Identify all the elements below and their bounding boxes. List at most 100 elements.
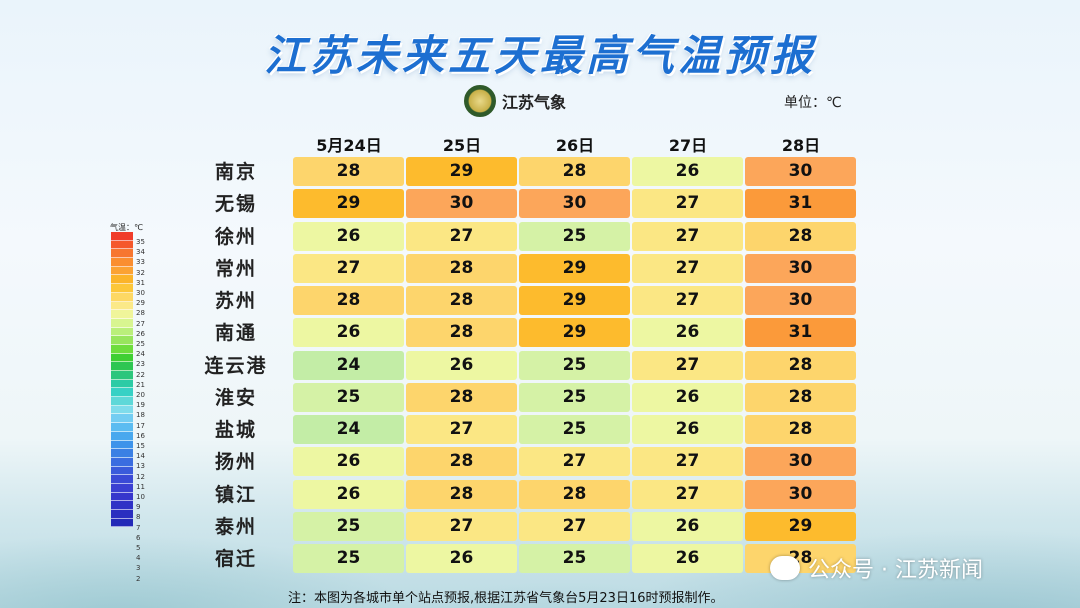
- legend-color-swatch: [111, 240, 133, 250]
- legend-tick-label: 30: [136, 289, 145, 297]
- legend-tick-label: 2: [136, 574, 141, 583]
- legend-color-swatch: [111, 440, 133, 450]
- temperature-cell: 29: [406, 157, 517, 186]
- legend-tick-label: 7: [136, 523, 141, 532]
- temperature-cell: 27: [519, 511, 630, 541]
- temperature-cell: 25: [519, 350, 630, 380]
- temperature-cell: 28: [406, 382, 517, 412]
- page-title: 江苏未来五天最高气温预报: [263, 31, 816, 80]
- temperature-cell: 27: [406, 511, 517, 541]
- temperature-cell: 28: [745, 350, 856, 380]
- legend-color-swatch: [111, 431, 133, 441]
- temperature-cell: 25: [293, 511, 404, 541]
- temperature-cell: 30: [745, 157, 856, 186]
- legend-color-swatch: [111, 449, 133, 458]
- legend-color-swatch: [111, 284, 133, 293]
- temperature-cell: 26: [632, 415, 743, 444]
- legend-color-swatch: [111, 423, 133, 432]
- legend-tick-label: 12: [136, 472, 145, 481]
- logo-text: 江苏气象: [502, 93, 567, 112]
- temperature-cell: 24: [293, 415, 404, 444]
- temperature-cell: 27: [632, 221, 743, 251]
- logo: 江苏气象: [464, 84, 566, 118]
- legend-tick-label: 11: [136, 482, 145, 491]
- temperature-cell: 28: [745, 415, 856, 444]
- temperature-cell: 30: [406, 189, 517, 219]
- temperature-legend: [111, 232, 133, 528]
- city-label: 南通: [214, 322, 257, 345]
- legend-tick-label: 24: [136, 350, 145, 359]
- legend-color-swatch: [111, 353, 133, 363]
- temperature-cell: 28: [406, 253, 517, 283]
- legend-color-swatch: [111, 397, 133, 406]
- watermark-text: 公众号 · 江苏新闻: [808, 558, 983, 583]
- temperature-cell: 25: [519, 221, 630, 251]
- column-header-day: 27日: [668, 136, 708, 155]
- legend-tick-label: 20: [136, 391, 145, 399]
- legend-color-swatch: [111, 266, 133, 276]
- legend-tick-label: 5: [136, 544, 141, 552]
- temperature-cell: 28: [406, 447, 517, 477]
- temperature-cell: 28: [293, 286, 404, 315]
- legend-color-swatch: [111, 457, 133, 467]
- legend-tick-label: 9: [136, 503, 141, 512]
- temperature-cell: 26: [406, 350, 517, 380]
- column-header-day: 25日: [442, 136, 482, 155]
- temperature-cell: 27: [632, 350, 743, 380]
- legend-tick-label: 22: [136, 370, 145, 379]
- legend-tick-label: 4: [136, 554, 141, 563]
- legend-color-swatch: [111, 501, 133, 510]
- temperature-cell: 30: [745, 253, 856, 283]
- temperature-cell: 28: [745, 221, 856, 251]
- temperature-cell: 27: [632, 447, 743, 477]
- temperature-cell: 26: [293, 221, 404, 251]
- city-label: 连云港: [204, 354, 268, 377]
- temperature-cell: 26: [632, 511, 743, 541]
- temperature-cell: 27: [632, 286, 743, 315]
- legend-tick-label: 14: [136, 452, 145, 461]
- legend-color-swatch: [111, 414, 133, 424]
- legend-tick-label: 32: [136, 268, 145, 277]
- temperature-cell: 28: [745, 382, 856, 412]
- temperature-cell: 26: [293, 447, 404, 477]
- temperature-cell: 28: [519, 479, 630, 509]
- watermark: 公众号 · 江苏新闻: [770, 552, 983, 584]
- legend-color-swatch: [111, 388, 133, 398]
- temperature-cell: 26: [293, 318, 404, 348]
- legend-color-swatch: [111, 510, 133, 519]
- temperature-cell: 27: [632, 253, 743, 283]
- city-label: 南京: [214, 161, 257, 183]
- temperature-cell: 26: [406, 544, 517, 573]
- legend-color-swatch: [111, 483, 133, 493]
- temperature-cell: 29: [519, 253, 630, 283]
- legend-tick-label: 29: [136, 299, 145, 308]
- temperature-cell: 27: [406, 221, 517, 251]
- legend-tick-label: 33: [136, 258, 145, 267]
- legend-color-swatch: [111, 466, 133, 476]
- temperature-cell: 27: [519, 447, 630, 477]
- legend-tick-label: 23: [136, 360, 145, 369]
- legend-color-swatch: [111, 336, 133, 345]
- legend-color-swatch: [111, 327, 133, 337]
- temperature-cell: 30: [745, 479, 856, 509]
- temperature-cell: 27: [406, 415, 517, 444]
- city-label: 淮安: [214, 386, 257, 409]
- temperature-cell: 29: [519, 286, 630, 315]
- city-label: 徐州: [214, 225, 257, 248]
- city-label: 扬州: [214, 451, 257, 474]
- city-label: 泰州: [214, 515, 257, 538]
- temperature-cell: 31: [745, 189, 856, 219]
- column-header-day: 28日: [781, 136, 821, 155]
- temperature-cell: 30: [745, 286, 856, 315]
- temperature-cell: 28: [293, 157, 404, 186]
- temperature-cell: 25: [293, 544, 404, 573]
- temperature-cell: 26: [632, 382, 743, 412]
- legend-tick-label: 19: [136, 401, 145, 410]
- legend-tick-label: 15: [136, 442, 145, 450]
- legend-tick-label: 31: [136, 278, 145, 287]
- legend-color-swatch: [111, 475, 133, 484]
- temperature-cell: 27: [293, 253, 404, 283]
- temperature-cell: 29: [293, 189, 404, 219]
- temperature-cell: 27: [632, 189, 743, 219]
- legend-color-swatch: [111, 310, 133, 319]
